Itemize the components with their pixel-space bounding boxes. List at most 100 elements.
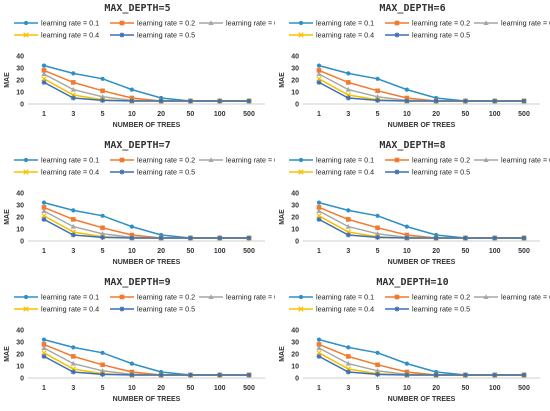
- legend-marker: [208, 20, 214, 25]
- data-point: [521, 372, 527, 378]
- x-axis-label: NUMBER OF TREES: [388, 396, 456, 403]
- data-point: [404, 87, 409, 92]
- x-tick-label: 100: [214, 385, 226, 392]
- data-point: [316, 68, 322, 73]
- legend-label: learning rate = 0.1: [316, 156, 374, 165]
- y-tick-label: 10: [16, 227, 24, 234]
- legend-label: learning rate = 0.5: [412, 305, 470, 314]
- x-tick-label: 500: [518, 385, 530, 392]
- data-point: [374, 368, 381, 373]
- data-point: [71, 71, 76, 76]
- x-tick-label: 20: [157, 248, 165, 255]
- x-tick-label: 5: [376, 248, 380, 255]
- x-axis-label: NUMBER OF TREES: [113, 396, 181, 403]
- x-tick-label: 100: [214, 248, 226, 255]
- series: [316, 79, 527, 104]
- data-point: [187, 235, 193, 241]
- data-point: [345, 95, 351, 101]
- y-tick-label: 40: [291, 54, 299, 61]
- data-point: [100, 76, 105, 81]
- data-point: [462, 235, 468, 241]
- legend-label: learning rate = 0.2: [137, 156, 195, 165]
- data-point: [492, 235, 498, 241]
- data-point: [492, 372, 498, 378]
- data-point: [375, 371, 381, 377]
- legend-label: learning rate = 0.2: [137, 19, 195, 28]
- x-tick-label: 10: [403, 248, 411, 255]
- data-point: [70, 86, 76, 92]
- legend-item: learning rate = 0.4: [289, 31, 374, 40]
- data-point: [217, 372, 223, 378]
- x-tick-label: 5: [101, 248, 105, 255]
- legend-marker: [483, 157, 489, 162]
- legend-item: learning rate = 0.3: [474, 156, 550, 165]
- y-axis-label: MAE: [4, 209, 11, 225]
- legend-label: learning rate = 0.1: [41, 156, 99, 165]
- data-point: [41, 71, 47, 76]
- data-point: [316, 342, 322, 347]
- x-tick-label: 5: [376, 385, 380, 392]
- x-tick-label: 1: [42, 248, 46, 255]
- legend-label: learning rate = 0.1: [41, 19, 99, 28]
- data-point: [316, 79, 322, 85]
- y-tick-label: 30: [16, 66, 24, 73]
- data-point: [99, 368, 106, 373]
- chart-title: MAX_DEPTH=8: [379, 140, 445, 151]
- data-point: [41, 200, 47, 205]
- legend-label: learning rate = 0.4: [41, 31, 99, 40]
- chart-title: MAX_DEPTH=10: [376, 277, 448, 288]
- data-point: [70, 217, 76, 222]
- x-tick-label: 10: [403, 385, 411, 392]
- y-tick-label: 20: [291, 78, 299, 85]
- legend-item: learning rate = 0.1: [289, 19, 374, 28]
- legend-marker: [394, 32, 400, 38]
- x-axis-label: NUMBER OF TREES: [113, 122, 181, 129]
- y-tick-label: 40: [291, 328, 299, 335]
- y-tick-label: 20: [16, 215, 24, 222]
- data-point: [375, 213, 380, 218]
- data-point: [375, 97, 381, 103]
- data-point: [346, 71, 351, 76]
- legend-item: learning rate = 0.2: [385, 293, 470, 302]
- y-tick-label: 20: [16, 352, 24, 359]
- legend-marker: [119, 20, 125, 26]
- data-point: [316, 205, 322, 210]
- y-axis-label: MAE: [279, 72, 286, 88]
- data-point: [99, 231, 106, 236]
- chart-panel: MAX_DEPTH=5 learning rate = 0.1 learning r…: [0, 0, 275, 137]
- y-tick-label: 10: [291, 364, 299, 371]
- data-point: [41, 216, 47, 222]
- y-tick-label: 30: [16, 203, 24, 210]
- data-point: [433, 372, 439, 378]
- data-point: [375, 76, 380, 81]
- legend-item: learning rate = 0.2: [385, 19, 470, 28]
- x-tick-label: 50: [187, 385, 195, 392]
- y-axis-label: MAE: [4, 346, 11, 362]
- legend-label: learning rate = 0.1: [316, 293, 374, 302]
- legend-item: learning rate = 0.4: [14, 168, 99, 177]
- legend-item: learning rate = 0.1: [289, 293, 374, 302]
- data-point: [100, 371, 106, 377]
- legend-marker: [23, 294, 29, 300]
- data-point: [316, 345, 322, 350]
- data-point: [246, 98, 252, 104]
- legend-label: learning rate = 0.1: [316, 19, 374, 28]
- legend-item: learning rate = 0.4: [14, 31, 99, 40]
- data-point: [316, 350, 322, 356]
- x-tick-label: 500: [518, 248, 530, 255]
- data-point: [345, 360, 351, 366]
- x-tick-label: 5: [101, 385, 105, 392]
- legend-label: learning rate = 0.1: [41, 293, 99, 302]
- legend-marker: [298, 32, 304, 38]
- data-point: [41, 342, 47, 347]
- y-axis-label: MAE: [4, 72, 11, 88]
- legend-label: learning rate = 0.4: [316, 168, 374, 177]
- data-point: [70, 80, 76, 85]
- data-point: [41, 337, 47, 342]
- data-point: [375, 225, 380, 231]
- legend-item: learning rate = 0.5: [110, 168, 195, 177]
- y-tick-label: 0: [295, 239, 299, 246]
- x-tick-label: 500: [243, 385, 255, 392]
- x-tick-label: 500: [243, 248, 255, 255]
- x-tick-label: 3: [346, 385, 350, 392]
